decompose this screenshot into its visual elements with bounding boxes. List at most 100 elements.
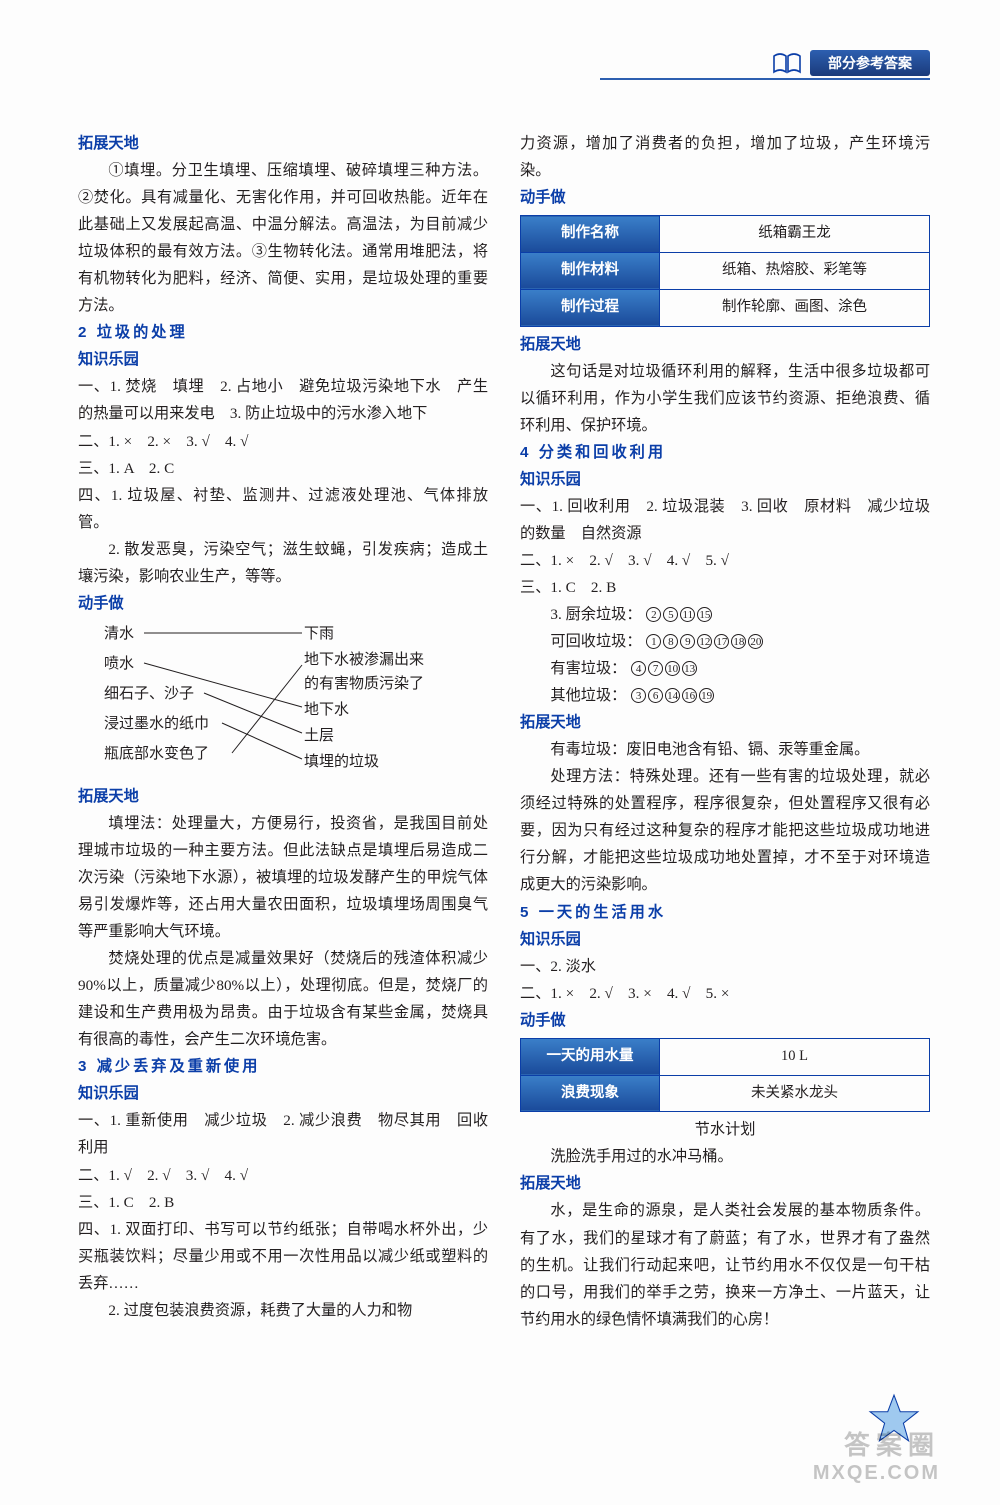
section-heading: 拓展天地 xyxy=(520,709,930,736)
answer-line: 二、1. × 2. × 3. √ 4. √ xyxy=(78,428,488,455)
sub-heading: 知识乐园 xyxy=(78,1080,488,1107)
circled-number: 10 xyxy=(665,661,680,676)
circled-number: 17 xyxy=(714,634,729,649)
answer-line: 四、1. 双面打印、书写可以节约纸张；自带喝水杯外出，少买瓶装饮料；尽量少用或不… xyxy=(78,1216,488,1297)
answer-line: 2. 过度包装浪费资源，耗费了大量的人力和物 xyxy=(78,1297,488,1324)
table-cell: 纸箱、热熔胶、彩笔等 xyxy=(660,252,930,289)
section-number: 5 xyxy=(520,904,528,921)
centered-title: 节水计划 xyxy=(520,1116,930,1143)
body-text: 焚烧处理的优点是减量效果好（焚烧后的残渣体积减少90%以上，质量减少80%以上）… xyxy=(78,945,488,1053)
section-heading: 拓展天地 xyxy=(520,331,930,358)
answer-line: 三、1. C 2. B xyxy=(520,574,930,601)
section-heading: 3 减少丢弃及重新使用 xyxy=(78,1053,488,1080)
sub-heading: 动手做 xyxy=(520,1007,930,1034)
table-cell: 10 L xyxy=(660,1038,930,1075)
watermark-en: MXQE.COM xyxy=(813,1461,940,1485)
circled-number: 8 xyxy=(663,634,678,649)
circled-number: 5 xyxy=(663,607,678,622)
circled-number: 18 xyxy=(731,634,746,649)
table-cell: 纸箱霸王龙 xyxy=(660,216,930,253)
page-header: 部分参考答案 xyxy=(772,50,930,76)
diagram-lines xyxy=(104,621,484,781)
section-heading: 2 垃圾的处理 xyxy=(78,319,488,346)
right-column: 力资源，增加了消费者的负担，增加了垃圾，产生环境污染。 动手做 制作名称 纸箱霸… xyxy=(520,130,930,1333)
answer-line: 一、1. 重新使用 减少垃圾 2. 减少浪费 物尽其用 回收利用 xyxy=(78,1107,488,1161)
label: 3. 厨余垃圾： xyxy=(550,606,641,623)
circled-number: 4 xyxy=(631,661,646,676)
sub-heading: 动手做 xyxy=(78,590,488,617)
section-title: 垃圾的处理 xyxy=(97,324,188,341)
watermark: 答案圈 MXQE.COM xyxy=(813,1430,940,1485)
header-banner: 部分参考答案 xyxy=(810,50,930,76)
book-icon xyxy=(772,52,802,74)
craft-table: 制作名称 纸箱霸王龙 制作材料 纸箱、热熔胶、彩笔等 制作过程 制作轮廓、画图、… xyxy=(520,215,930,326)
section-heading: 4 分类和回收利用 xyxy=(520,439,930,466)
circled-number: 20 xyxy=(748,634,763,649)
section-title: 减少丢弃及重新使用 xyxy=(97,1058,261,1075)
section-heading: 5 一天的生活用水 xyxy=(520,899,930,926)
sub-heading: 知识乐园 xyxy=(520,466,930,493)
circled-number: 7 xyxy=(648,661,663,676)
answer-line: 2. 散发恶臭，污染空气；滋生蚊蝇，引发疾病；造成土壤污染，影响农业生产，等等。 xyxy=(78,536,488,590)
body-text: 填埋法：处理量大，方便易行，投资省，是我国目前处理城市垃圾的一种主要方法。但此法… xyxy=(78,810,488,945)
sub-heading: 知识乐园 xyxy=(520,926,930,953)
table-cell: 制作轮廓、画图、涂色 xyxy=(660,289,930,326)
answer-line: 三、1. C 2. B xyxy=(78,1189,488,1216)
label: 可回收垃圾： xyxy=(550,633,641,650)
sub-heading: 动手做 xyxy=(520,184,930,211)
circled-number: 15 xyxy=(697,607,712,622)
section-number: 3 xyxy=(78,1058,86,1075)
header-rule xyxy=(600,78,930,80)
table-header: 制作材料 xyxy=(521,252,660,289)
body-text: 力资源，增加了消费者的负担，增加了垃圾，产生环境污染。 xyxy=(520,130,930,184)
body-text: 洗脸洗手用过的水冲马桶。 xyxy=(520,1143,930,1170)
body-text: 有毒垃圾：废旧电池含有铅、镉、汞等重金属。 xyxy=(520,736,930,763)
answer-line: 四、1. 垃圾屋、衬垫、监测井、过滤液处理池、气体排放管。 xyxy=(78,482,488,536)
label: 有害垃圾： xyxy=(550,660,626,677)
label: 其他垃圾： xyxy=(550,687,626,704)
answer-line: 三、1. A 2. C xyxy=(78,455,488,482)
body-text: 这句话是对垃圾循环利用的解释，生活中很多垃圾都可以循环利用，作为小学生我们应该节… xyxy=(520,358,930,439)
answer-line: 可回收垃圾： 18912171820 xyxy=(520,628,930,655)
circled-number: 14 xyxy=(665,688,680,703)
table-header: 制作名称 xyxy=(521,216,660,253)
section-heading: 拓展天地 xyxy=(78,783,488,810)
left-column: 拓展天地 ①填埋。分卫生填埋、压缩填埋、破碎填埋三种方法。②焚化。具有减量化、无… xyxy=(78,130,488,1333)
answer-line: 一、1. 焚烧 填埋 2. 占地小 避免垃圾污染地下水 产生的热量可以用来发电 … xyxy=(78,373,488,427)
body-text: ①填埋。分卫生填埋、压缩填埋、破碎填埋三种方法。②焚化。具有减量化、无害化作用，… xyxy=(78,157,488,319)
answer-line: 有害垃圾： 471013 xyxy=(520,655,930,682)
answer-line: 3. 厨余垃圾： 251115 xyxy=(520,601,930,628)
circled-number: 19 xyxy=(699,688,714,703)
circled-number: 16 xyxy=(682,688,697,703)
circled-number: 3 xyxy=(631,688,646,703)
circled-number: 1 xyxy=(646,634,661,649)
section-heading: 拓展天地 xyxy=(520,1170,930,1197)
circled-number: 2 xyxy=(646,607,661,622)
circled-number: 13 xyxy=(682,661,697,676)
section-number: 2 xyxy=(78,324,86,341)
section-number: 4 xyxy=(520,444,528,461)
section-title: 分类和回收利用 xyxy=(539,444,666,461)
section-heading: 拓展天地 xyxy=(78,130,488,157)
sub-heading: 知识乐园 xyxy=(78,346,488,373)
matching-diagram: 清水 喷水 细石子、沙子 浸过墨水的纸巾 瓶底部水变色了 下雨 地下水被渗漏出来… xyxy=(104,621,488,781)
water-table: 一天的用水量 10 L 浪费现象 未关紧水龙头 xyxy=(520,1038,930,1113)
table-header: 浪费现象 xyxy=(521,1075,660,1112)
body-text: 水，是生命的源泉，是人类社会发展的基本物质条件。有了水，我们的星球才有了蔚蓝；有… xyxy=(520,1197,930,1332)
answer-line: 一、1. 回收利用 2. 垃圾混装 3. 回收 原材料 减少垃圾的数量 自然资源 xyxy=(520,493,930,547)
section-title: 一天的生活用水 xyxy=(539,904,666,921)
answer-line: 二、1. × 2. √ 3. × 4. √ 5. × xyxy=(520,980,930,1007)
circled-number: 11 xyxy=(680,607,695,622)
answer-line: 其他垃圾： 36141619 xyxy=(520,682,930,709)
watermark-cn: 答案圈 xyxy=(813,1430,940,1461)
answer-line: 二、1. √ 2. √ 3. √ 4. √ xyxy=(78,1162,488,1189)
circled-number: 12 xyxy=(697,634,712,649)
table-header: 制作过程 xyxy=(521,289,660,326)
answer-line: 一、2. 淡水 xyxy=(520,953,930,980)
body-text: 处理方法：特殊处理。还有一些有害的垃圾处理，就必须经过特殊的处置程序，程序很复杂… xyxy=(520,763,930,898)
table-header: 一天的用水量 xyxy=(521,1038,660,1075)
answer-line: 二、1. × 2. √ 3. √ 4. √ 5. √ xyxy=(520,547,930,574)
circled-number: 9 xyxy=(680,634,695,649)
table-cell: 未关紧水龙头 xyxy=(660,1075,930,1112)
circled-number: 6 xyxy=(648,688,663,703)
